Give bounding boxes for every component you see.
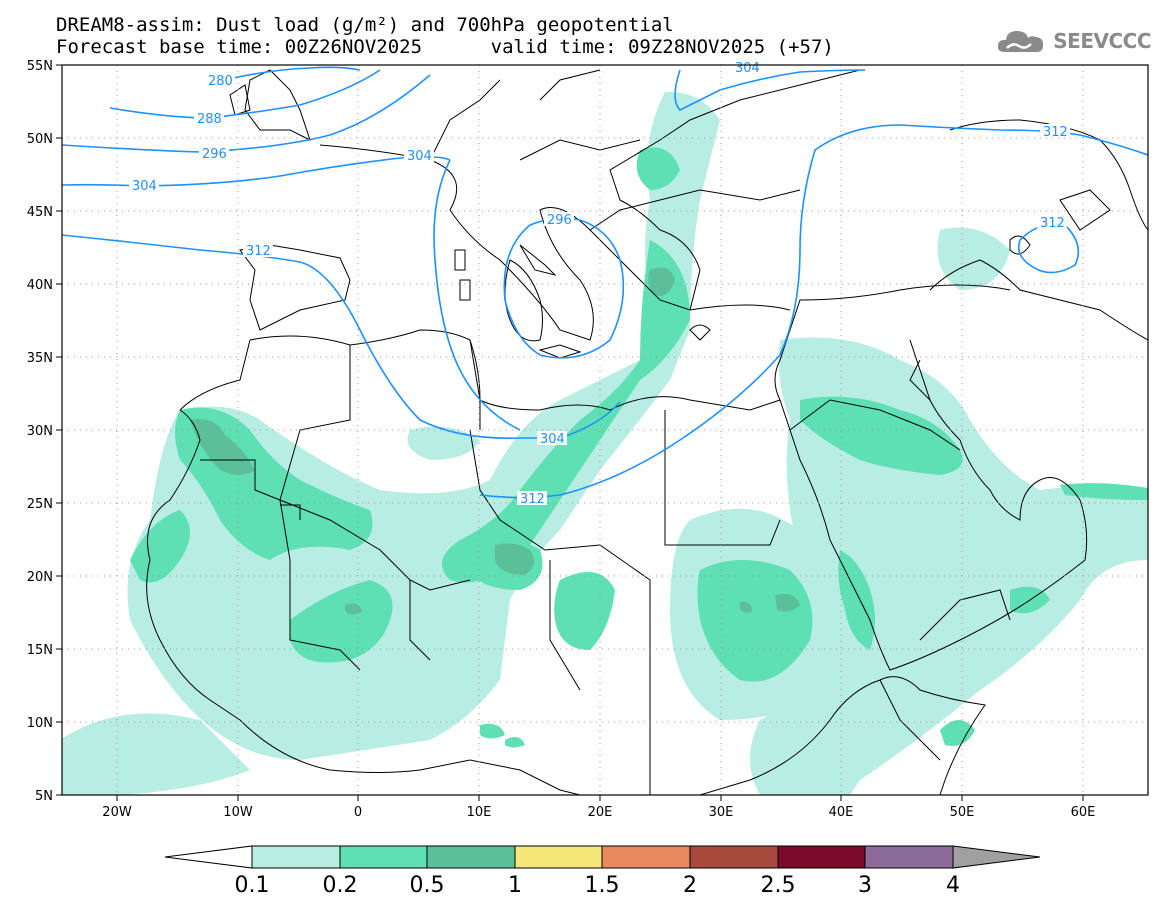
contour-label: 304 (132, 179, 157, 194)
contour-label: 304 (540, 432, 565, 447)
dust-mid (130, 147, 1148, 748)
longitude-labels: 20W 10W 0 10E 20E 30E 40E 50E 60E (102, 805, 1095, 820)
map-subtitle: Forecast base time: 00Z26NOV2025 valid t… (56, 36, 834, 58)
contour-label: 312 (1043, 125, 1068, 140)
lat-label: 55N (27, 59, 53, 74)
contour-label: 296 (547, 213, 572, 228)
lon-label: 10W (223, 805, 253, 820)
lon-label: 10E (467, 805, 492, 820)
latitude-labels: 55N 50N 45N 40N 35N 30N 25N 20N 15N 10N … (27, 59, 53, 804)
cloud-logo-icon (998, 31, 1044, 52)
map-title: DREAM8-assim: Dust load (g/m²) and 700hP… (56, 14, 674, 36)
lat-label: 35N (27, 351, 53, 366)
axis-ticks (56, 64, 1084, 801)
colorbar-bin (339, 845, 428, 869)
contour-label: 312 (520, 492, 545, 507)
lat-label: 45N (27, 205, 53, 220)
colorbar-high-arrow (952, 845, 1041, 869)
colorbar-bin (251, 845, 341, 869)
colorbar-low-arrow (164, 845, 253, 869)
contour-label: 280 (208, 74, 233, 89)
colorbar (164, 845, 1041, 869)
contour-labels: 280 288 296 304 312 304 296 304 312 312 … (129, 60, 1070, 507)
lat-label: 15N (27, 643, 53, 658)
lon-label: 30E (709, 805, 734, 820)
lat-label: 20N (27, 570, 53, 585)
colorbar-label: 0.2 (323, 873, 358, 898)
colorbar-label: 2.5 (761, 873, 796, 898)
colorbar-label: 2 (683, 873, 697, 898)
colorbar-bin (689, 845, 779, 869)
contour-label: 304 (407, 149, 432, 164)
coastlines-and-borders (146, 69, 1148, 795)
graticule (62, 65, 1148, 795)
lat-label: 30N (27, 424, 53, 439)
lat-label: 25N (27, 497, 53, 512)
colorbar-label: 0.5 (410, 873, 445, 898)
dust-high (190, 267, 800, 615)
lat-label: 5N (35, 789, 53, 804)
contour-label: 304 (735, 61, 760, 76)
lat-label: 50N (27, 132, 53, 147)
lon-label: 40E (829, 805, 854, 820)
colorbar-label: 1.5 (585, 873, 620, 898)
colorbar-bin (777, 845, 866, 869)
dust-field (62, 91, 1148, 795)
colorbar-label: 4 (946, 873, 960, 898)
lat-label: 10N (27, 716, 53, 731)
colorbar-bin (864, 845, 954, 869)
contour-label: 288 (197, 112, 222, 127)
lon-label: 50E (950, 805, 975, 820)
lon-label: 20W (102, 805, 132, 820)
colorbar-bin (426, 845, 516, 869)
colorbar-labels: 0.1 0.2 0.5 1 1.5 2 2.5 3 4 (235, 873, 961, 898)
lon-label: 60E (1071, 805, 1096, 820)
contour-label: 312 (1040, 216, 1065, 231)
lon-label: 0 (354, 805, 362, 820)
lon-label: 20E (588, 805, 613, 820)
logo-text: SEEVCCC (1053, 29, 1151, 53)
lat-label: 40N (27, 278, 53, 293)
colorbar-bin (601, 845, 691, 869)
colorbar-label: 1 (508, 873, 522, 898)
seevccc-logo: SEEVCCC (995, 26, 1151, 56)
colorbar-label: 0.1 (235, 873, 270, 898)
colorbar-label: 3 (858, 873, 872, 898)
contour-label: 296 (202, 147, 227, 162)
colorbar-bin (514, 845, 603, 869)
contour-label: 312 (246, 244, 271, 259)
